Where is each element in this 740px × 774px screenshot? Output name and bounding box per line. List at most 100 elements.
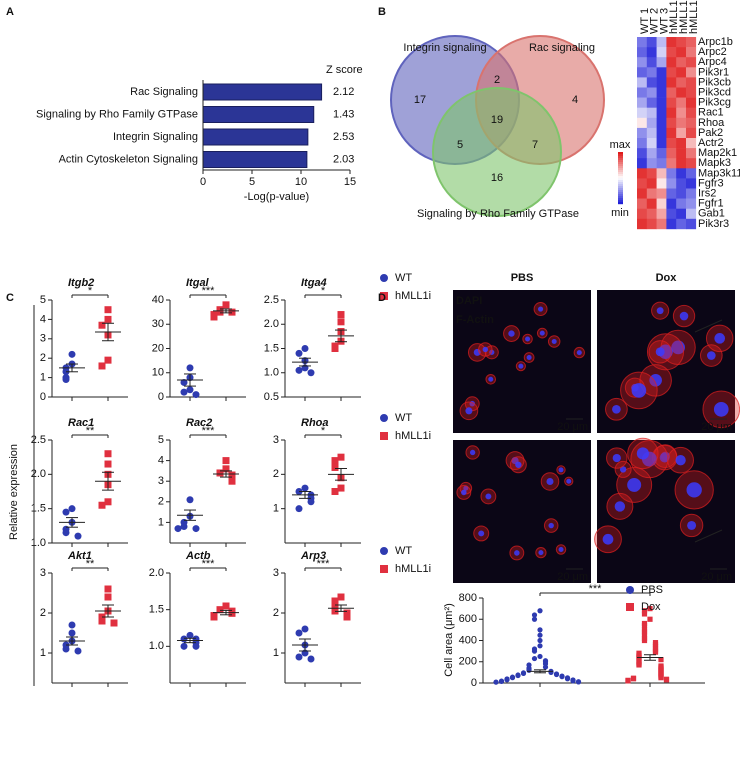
- legend-marker: [380, 432, 388, 440]
- subplot-title: Rac2: [186, 417, 212, 429]
- y-tick-label: 800: [459, 592, 477, 604]
- column-label: hMLL1i 2: [678, 0, 690, 34]
- heatmap-cell: [637, 188, 648, 199]
- data-point: [337, 318, 345, 326]
- heatmap-cell: [656, 117, 667, 129]
- colorbar-step: [618, 162, 623, 165]
- data-point: [553, 671, 560, 678]
- data-point: [636, 662, 642, 668]
- heatmap-cell: [646, 37, 657, 48]
- data-point: [98, 501, 106, 509]
- heatmap-cell: [686, 218, 697, 230]
- heatmap-cell: [646, 87, 657, 98]
- heatmap-cell: [686, 97, 697, 108]
- micrograph: [453, 440, 591, 583]
- heatmap-cell: [676, 198, 687, 209]
- heatmap-cell: [656, 87, 667, 98]
- cell-nucleus: [548, 522, 554, 529]
- colorbar-step: [618, 186, 623, 189]
- data-point: [210, 313, 218, 321]
- data-point: [564, 676, 571, 682]
- heatmap-cell: [666, 77, 677, 88]
- y-tick-label: 5: [40, 294, 46, 306]
- row-label: Arpc4: [698, 56, 727, 68]
- row-label: Map3k11: [698, 167, 740, 179]
- y-tick-label: 2.5: [31, 434, 46, 446]
- data-point: [647, 606, 653, 612]
- venn-set: [432, 87, 562, 217]
- colorbar-step: [618, 156, 623, 159]
- category-label: Integrin Signaling: [113, 131, 198, 143]
- subplot-title: Itga4: [301, 277, 327, 289]
- heatmap-cell: [656, 148, 667, 159]
- heatmap-cell: [676, 37, 687, 48]
- colorbar-step: [618, 184, 623, 187]
- y-tick-label: 30: [152, 318, 164, 330]
- heatmap-cell: [656, 97, 667, 108]
- significance-label: ***: [317, 558, 331, 570]
- data-point: [493, 679, 499, 685]
- stain-label: F-Actin: [456, 314, 494, 326]
- colorbar-max: max: [610, 139, 631, 151]
- venn-count: 4: [572, 94, 578, 106]
- y-tick-label: 2: [273, 607, 279, 619]
- scale-bar-label: 20 μm: [701, 421, 732, 433]
- significance-label: **: [86, 425, 95, 437]
- heatmap-cell: [637, 87, 648, 98]
- x-axis-label: -Log(p-value): [244, 191, 309, 203]
- heatmap-cell: [666, 57, 677, 68]
- data-point: [641, 608, 648, 614]
- x-tick-label: 0: [200, 176, 206, 188]
- heatmap-cell: [646, 138, 657, 149]
- heatmap-cell: [666, 107, 677, 119]
- row-label: Fgfr1: [698, 198, 724, 210]
- data-point: [180, 378, 188, 386]
- data-point: [504, 677, 510, 683]
- subplot-title: Arp3: [300, 550, 326, 562]
- y-tick-label: 1.0: [264, 367, 279, 379]
- colorbar-step: [618, 164, 623, 167]
- data-point: [98, 617, 106, 625]
- cell-nucleus: [525, 336, 531, 342]
- scale-bar-label: 20 μm: [701, 571, 732, 583]
- y-tick-label: 3: [40, 333, 46, 345]
- heatmap-cell: [676, 188, 687, 199]
- data-point: [222, 602, 230, 610]
- heatmap-cell: [686, 47, 697, 58]
- column-label: hMLL1i 1: [668, 0, 680, 34]
- data-point: [343, 609, 351, 617]
- data-point: [647, 616, 653, 622]
- colorbar-step: [618, 194, 623, 197]
- heatmap-cell: [676, 47, 687, 58]
- heatmap-cell: [666, 47, 677, 58]
- data-point: [174, 525, 182, 533]
- heatmap-cell: [666, 168, 677, 179]
- data-point: [192, 525, 200, 533]
- heatmap-cell: [686, 77, 697, 88]
- row-label: Map2k1: [698, 147, 737, 159]
- y-tick-label: 2: [40, 352, 46, 364]
- cell-nucleus: [485, 493, 492, 500]
- heatmap-cell: [686, 37, 697, 48]
- scale-bar-label: 20 μm: [557, 571, 588, 583]
- heatmap-cell: [646, 198, 657, 209]
- y-tick-label: 0: [40, 391, 46, 403]
- data-point: [228, 471, 236, 479]
- data-point: [548, 669, 554, 675]
- y-tick-label: 2.0: [264, 318, 279, 330]
- heatmap-cell: [637, 37, 648, 48]
- row-label: Pik3r3: [698, 218, 729, 230]
- y-tick-label: 3: [158, 475, 164, 487]
- heatmap-cell: [676, 67, 687, 78]
- data-point: [531, 648, 538, 654]
- legend-label: Dox: [641, 601, 661, 613]
- cell-nucleus: [469, 449, 476, 456]
- heatmap-cell: [686, 198, 697, 209]
- colorbar-step: [618, 170, 623, 173]
- cell-nucleus: [602, 533, 614, 545]
- data-point: [68, 350, 76, 358]
- data-point: [498, 678, 505, 685]
- cell-nucleus: [558, 547, 564, 553]
- cell-nucleus: [539, 330, 545, 336]
- data-point: [537, 608, 543, 614]
